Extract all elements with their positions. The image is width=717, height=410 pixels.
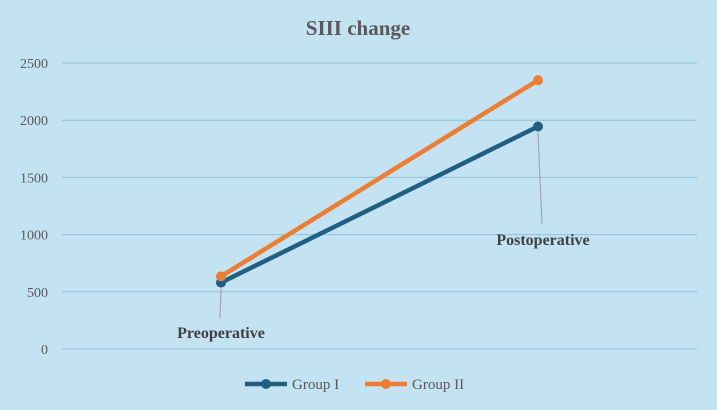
legend-label: Group I [292, 377, 339, 393]
y-axis-ticks: 0 500 1000 1500 2000 2500 [20, 57, 48, 358]
y-tick-label: 0 [41, 343, 48, 358]
series-group-i [216, 121, 543, 288]
y-tick-label: 2000 [20, 114, 48, 129]
annotations: Preoperative Postoperative [177, 232, 589, 342]
annotation-leader-line [219, 288, 222, 319]
annotation-leaders [219, 132, 543, 319]
y-tick-label: 500 [27, 286, 48, 301]
legend-marker [381, 379, 391, 389]
series-lines [216, 75, 543, 288]
annotation-label: Postoperative [496, 232, 589, 249]
gridlines [62, 62, 697, 350]
annotation-label: Preoperative [177, 325, 265, 342]
legend: Group I Group II [245, 377, 464, 393]
data-point [216, 271, 226, 282]
y-tick-label: 2500 [20, 57, 48, 72]
legend-label: Group II [412, 377, 464, 393]
legend-item: Group II [365, 377, 464, 393]
data-point [533, 121, 543, 132]
series-line [218, 124, 541, 285]
legend-item: Group I [245, 377, 339, 393]
series-group-ii [216, 75, 543, 282]
chart-title: SIII change [306, 16, 410, 40]
annotation-leader-line [537, 132, 543, 225]
y-tick-label: 1000 [20, 229, 48, 244]
y-tick-label: 1500 [20, 171, 48, 186]
data-point [533, 75, 543, 86]
series-line [218, 77, 541, 279]
legend-marker [261, 379, 271, 389]
